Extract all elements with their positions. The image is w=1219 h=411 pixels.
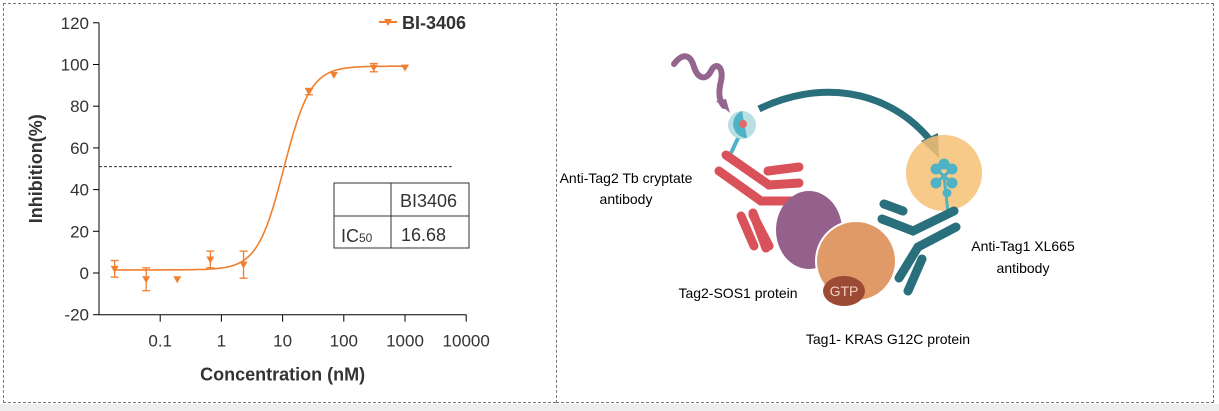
gtp-label: GTP xyxy=(830,283,859,299)
data-point xyxy=(329,71,338,79)
data-point xyxy=(239,261,248,269)
y-tick-label: 0 xyxy=(80,264,89,283)
htrf-assay-diagram: GTP Anti-Tag2 Tb cryptate antibody Tag2-… xyxy=(560,53,1075,347)
x-tick-label: 1 xyxy=(217,332,226,351)
ic50-value: 16.68 xyxy=(401,225,446,245)
y-tick-label: 100 xyxy=(61,56,89,75)
x-tick-label: 0.1 xyxy=(148,332,172,351)
table-row-label: IC50 xyxy=(341,226,373,246)
x-tick-label: 10000 xyxy=(443,332,490,351)
anti-tag2-antibody-icon xyxy=(714,150,804,253)
y-tick-label: 40 xyxy=(70,181,89,200)
anti-tag2-label-line2: antibody xyxy=(600,191,653,207)
x-tick-label: 100 xyxy=(330,332,358,351)
ic-label: IC xyxy=(341,226,359,246)
anti-tag1-label-line1: Anti-Tag1 XL665 xyxy=(971,238,1075,254)
tb-cryptate-icon xyxy=(728,111,756,154)
sos1-label: Tag2-SOS1 protein xyxy=(678,285,797,301)
table-header-compound: BI3406 xyxy=(400,191,457,211)
data-point xyxy=(173,276,182,284)
diagram-panel: GTP Anti-Tag2 Tb cryptate antibody Tag2-… xyxy=(556,3,1214,403)
x-tick-label: 10 xyxy=(273,332,292,351)
legend-marker xyxy=(384,19,392,26)
anti-tag2-label-line1: Anti-Tag2 Tb cryptate xyxy=(560,170,693,186)
legend-label: BI-3406 xyxy=(402,13,466,33)
data-point xyxy=(304,88,313,96)
data-point xyxy=(142,276,151,284)
data-point xyxy=(369,64,378,72)
xl665-fluorophore-icon xyxy=(930,158,958,214)
dose-response-chart: -20 0 20 40 60 80 100 120 0.1 1 10 100 1000 10000 Conc… xyxy=(26,13,490,385)
glow-circle xyxy=(906,135,982,211)
y-axis-label: Inhibition(%) xyxy=(26,114,46,223)
kras-label: Tag1- KRAS G12C protein xyxy=(806,331,970,347)
y-tick-label: 60 xyxy=(70,139,89,158)
fit-curve xyxy=(114,65,405,271)
gtp-badge xyxy=(823,276,865,306)
y-tick-label: 120 xyxy=(61,14,89,33)
wave-arrowhead xyxy=(716,99,730,113)
data-point xyxy=(110,265,119,273)
anti-tag1-label-line2: antibody xyxy=(997,260,1050,276)
data-point xyxy=(206,256,215,264)
x-tick-label: 1000 xyxy=(386,332,424,351)
y-tick-label: 80 xyxy=(70,97,89,116)
x-axis-label: Concentration (nM) xyxy=(200,365,365,385)
anti-tag1-antibody-icon xyxy=(877,199,961,296)
excitation-light-wave xyxy=(671,53,727,109)
energy-transfer-arrow xyxy=(757,88,934,144)
ic-subscript: 50 xyxy=(359,231,373,245)
y-tick-label: -20 xyxy=(64,306,89,325)
bottom-strip xyxy=(0,404,1219,411)
chart-panel: -20 0 20 40 60 80 100 120 0.1 1 10 100 1000 10000 Conc… xyxy=(3,3,556,403)
data-point xyxy=(401,64,409,72)
y-tick-label: 20 xyxy=(70,222,89,241)
